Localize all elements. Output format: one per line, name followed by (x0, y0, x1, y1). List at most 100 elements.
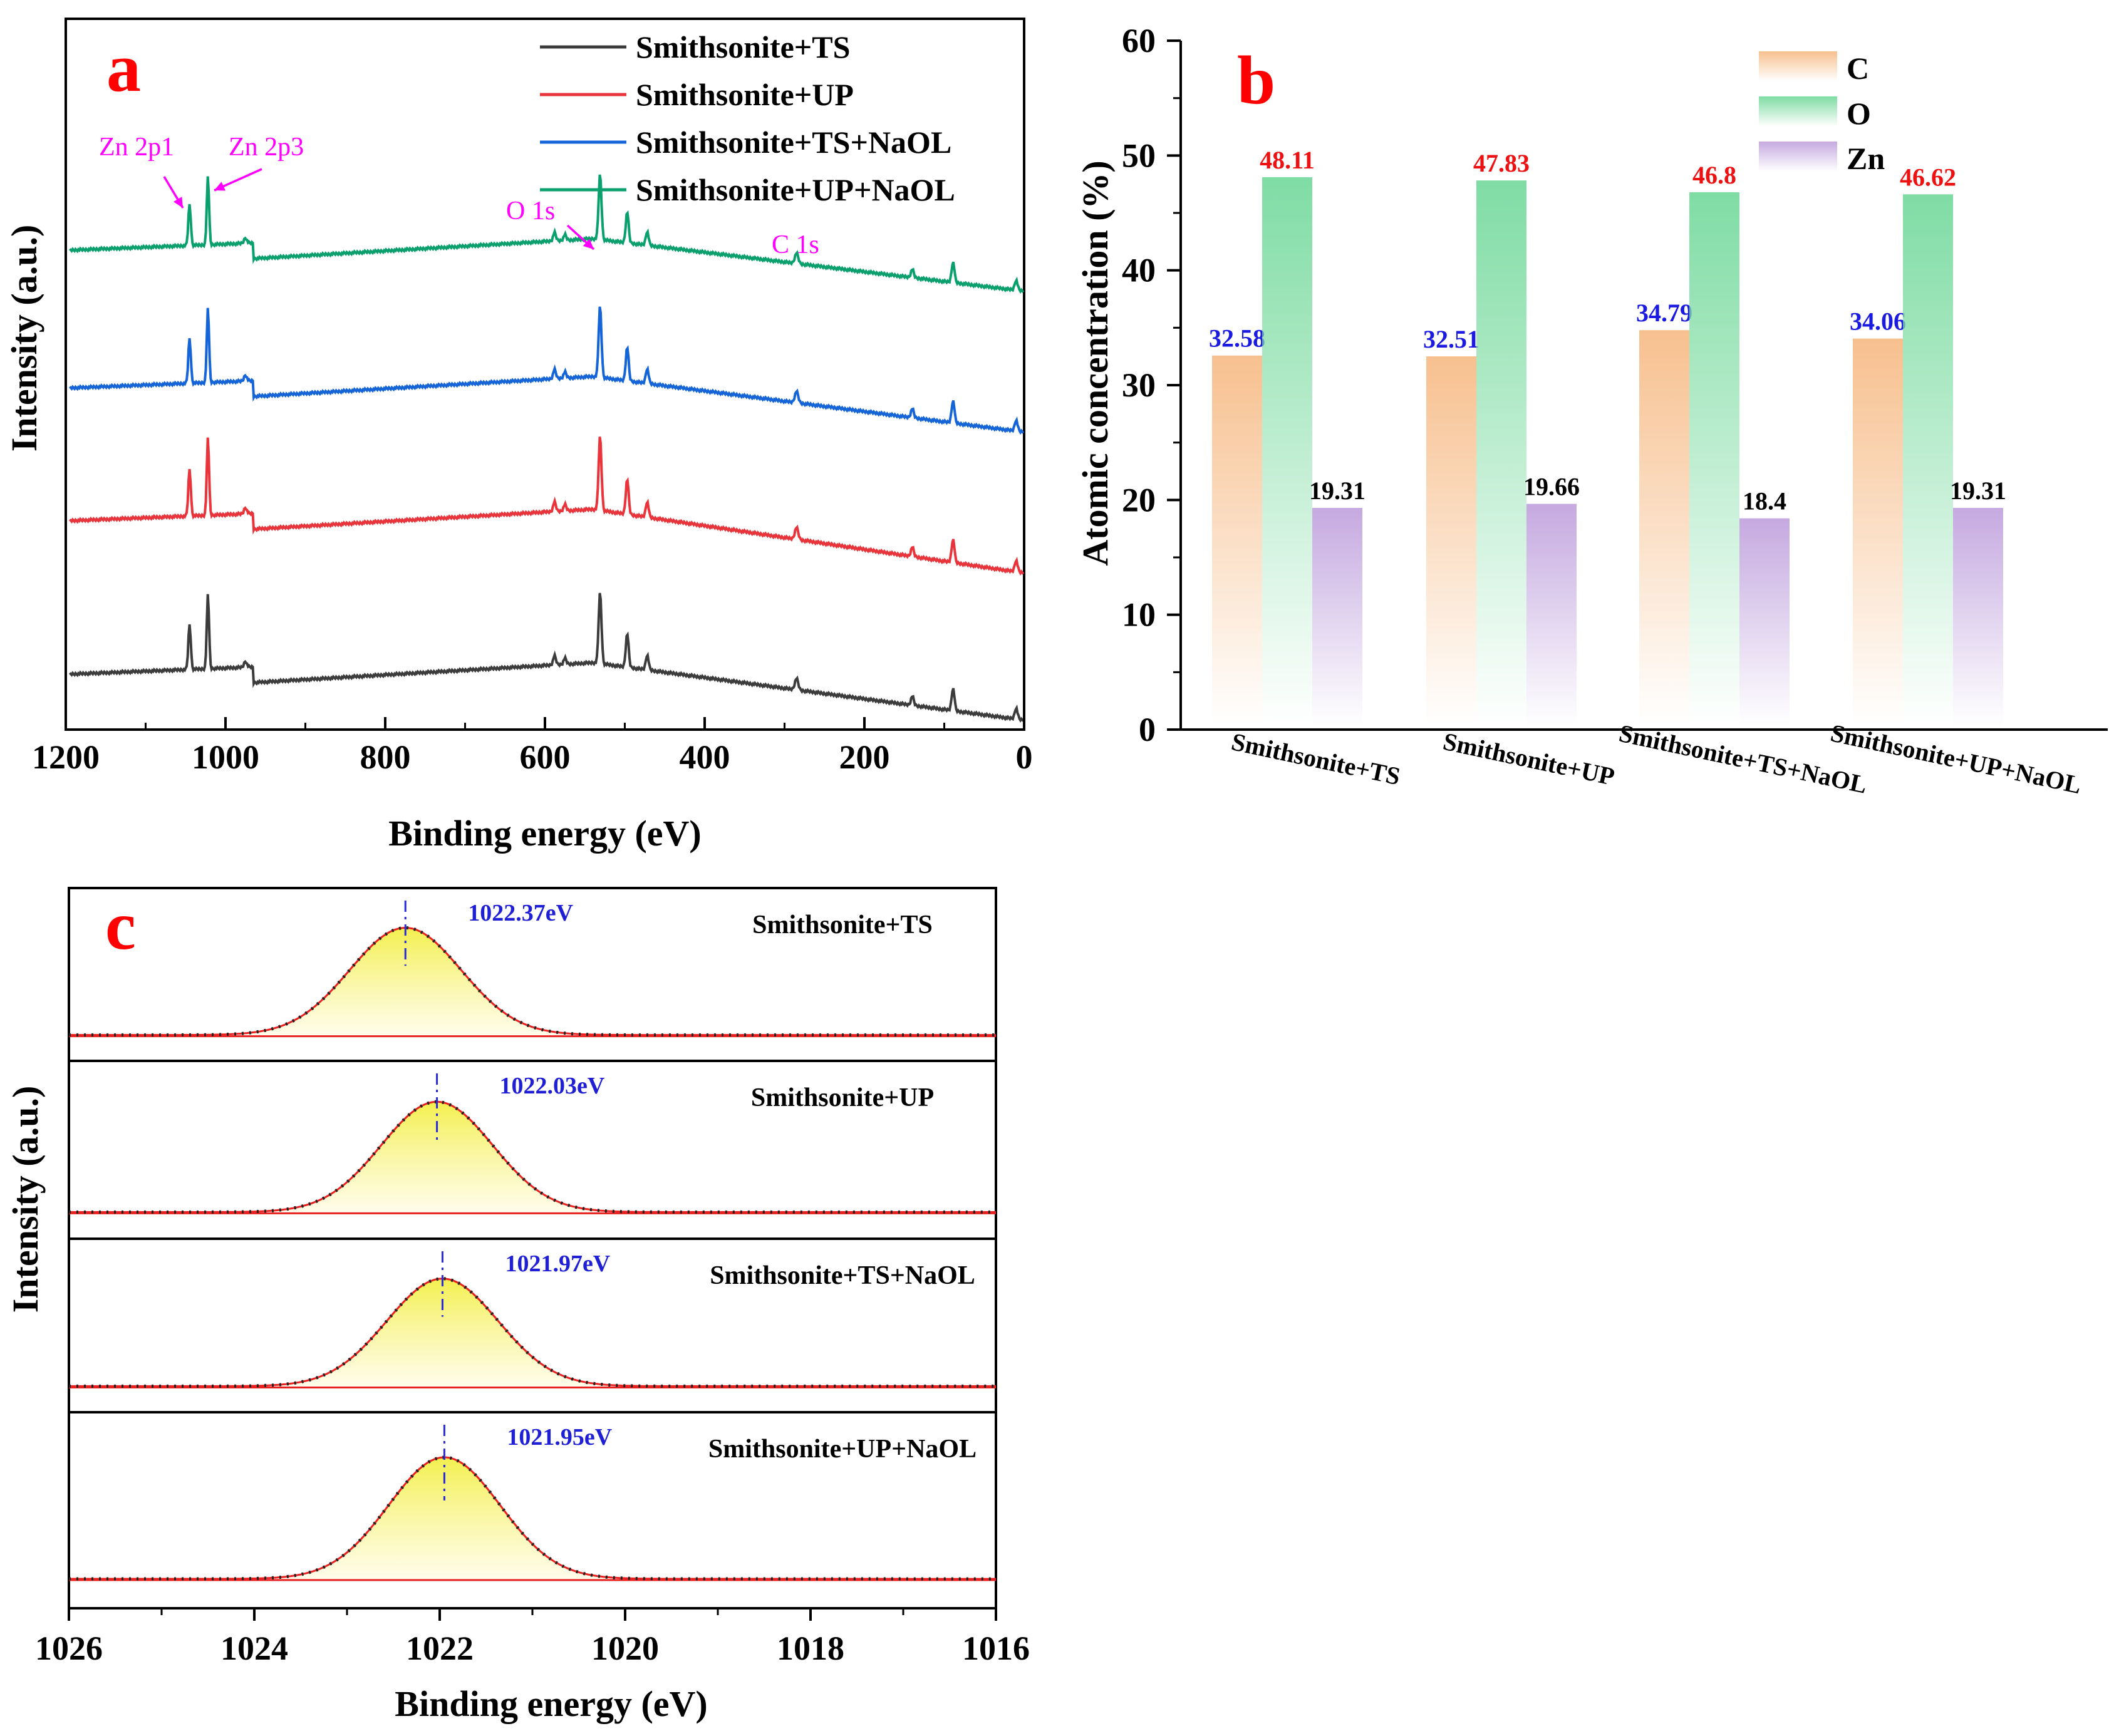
panel-a-traces (68, 174, 1025, 723)
panel-a-arrow-head (583, 239, 594, 249)
panel-b-bar-zn (1312, 507, 1362, 726)
panel-b-y-axis-title: Atomic concentration (%) (1075, 160, 1116, 566)
panel-b-y-tick-label: 10 (1122, 596, 1156, 634)
panel-b-y-ticks: 0 10 20 30 40 50 60 (1122, 22, 1181, 748)
panel-c-x-axis-title: Binding energy (eV) (395, 1683, 707, 1724)
panel-a-x-tick-label: 1200 (32, 738, 100, 776)
panel-b-bar-zn (1953, 507, 2003, 726)
panel-b-value-label: 19.66 (1523, 473, 1580, 501)
panel-b-y-tick-label: 0 (1139, 711, 1156, 748)
panel-b-bar-c (1639, 330, 1689, 726)
panel-c-x-tick-label: 1022 (406, 1630, 474, 1667)
panel-c-x-ticks: 1026 1024 1022 1020 1018 1016 (35, 1608, 1030, 1667)
panel-a-legend-label: Smithsonite+UP+NaOL (636, 172, 955, 207)
panel-c-peak-label: 1021.97eV (505, 1251, 610, 1277)
panel-a-survey-spectra: a 1200 1000 800 600 400 200 0 Binding energy (… (4, 18, 1033, 854)
panel-b-bar-c (1212, 355, 1262, 726)
panel-b-value-label: 32.51 (1423, 325, 1479, 353)
panel-c-sample-label: Smithsonite+UP (751, 1083, 934, 1112)
panel-b-value-label: 19.31 (1950, 477, 2006, 505)
panel-b-y-tick-label: 50 (1122, 137, 1156, 174)
panel-b-legend: CO Zn (1759, 51, 1885, 176)
panel-b-value-label: 34.79 (1636, 299, 1692, 327)
panel-b-value-label: 18.4 (1743, 487, 1786, 515)
panel-c-sample-label: Smithsonite+TS (752, 911, 933, 939)
panel-b-legend-swatch (1759, 96, 1837, 127)
panel-b-bar-c (1426, 356, 1476, 726)
panel-b-bar-o (1689, 192, 1739, 726)
panel-a-x-tick-label: 600 (520, 738, 571, 776)
panel-a-x-ticks: 1200 1000 800 600 400 200 0 (32, 717, 1033, 776)
panel-a-arrow-head (214, 182, 225, 191)
panel-c-peak-fill (69, 1102, 996, 1212)
panel-a-x-tick-label: 800 (360, 738, 411, 776)
panel-a-peak-label: C 1s (772, 230, 819, 259)
panel-c-peak-label: 1021.95eV (507, 1424, 612, 1450)
panel-c-raw-data (69, 926, 996, 1037)
panel-a-y-axis-title: Intensity (a.u.) (4, 225, 44, 452)
panel-c-subplots: 1022.37eV Smithsonite+TS 1022.03eV Smithson… (68, 887, 997, 1609)
panel-b-value-label: 46.8 (1692, 161, 1736, 189)
panel-a-trace-smithsonite-ts-naol (68, 306, 1025, 435)
panel-a-peak-label: O 1s (506, 197, 555, 225)
panel-a-x-tick-label: 0 (1016, 738, 1033, 776)
panel-c-peak-label: 1022.37eV (468, 900, 573, 926)
panel-b-value-label: 48.11 (1260, 146, 1315, 174)
panel-b-bars: 32.58 48.11 19.31 32.51 47.83 19.66 34.79 46.8 1… (1209, 146, 2006, 726)
panel-b-value-label: 32.58 (1209, 324, 1265, 353)
panel-b-bar-o (1903, 194, 1953, 726)
panel-c-sample-label: Smithsonite+TS+NaOL (710, 1261, 975, 1290)
panel-b-bar-c (1853, 338, 1903, 726)
panel-c-x-tick-label: 1020 (591, 1630, 659, 1667)
panel-c-fit-line (69, 927, 996, 1036)
panel-b-bar-o (1262, 177, 1312, 726)
panel-a-letter: a (106, 29, 141, 106)
panel-b-legend-label: Zn (1847, 141, 1885, 176)
panel-b-value-label: 34.06 (1850, 307, 1906, 336)
panel-a-peak-annotations: Zn 2p1 Zn 2p3 O 1s C 1s (99, 133, 819, 259)
panel-b-letter: b (1237, 42, 1275, 118)
panel-a-trace-smithsonite-up-naol (68, 174, 1025, 294)
panel-c-peak-fill (69, 927, 996, 1035)
panel-c-x-tick-label: 1018 (777, 1630, 844, 1667)
panel-c-subplot: 1022.03eV Smithsonite+UP (68, 1060, 997, 1240)
panel-b-atomic-concentration: b 0 10 20 30 40 50 60 32.58 48.11 19.31 32.51 47.8… (1075, 22, 2108, 799)
panel-a-x-tick-label: 400 (680, 738, 730, 776)
panel-c-raw-data (69, 1455, 996, 1581)
panel-b-value-label: 46.62 (1900, 163, 1956, 191)
panel-b-bar-zn (1526, 504, 1577, 726)
panel-c-fit-line (69, 1100, 996, 1213)
panel-c-y-axis-title: Intensity (a.u.) (5, 1086, 46, 1313)
panel-c-subplot: 1021.95eV Smithsonite+UP+NaOL (68, 1411, 997, 1609)
panel-c-subplot: 1021.97eV Smithsonite+TS+NaOL (68, 1237, 997, 1413)
panel-b-y-tick-label: 20 (1122, 481, 1156, 519)
panel-c-x-tick-label: 1026 (35, 1630, 103, 1667)
panel-a-legend: Smithsonite+TS Smithsonite+UP Smithsonite+… (540, 29, 955, 207)
panel-b-category-label: Smithsonite+UP (1441, 727, 1617, 791)
panel-b-bar-zn (1739, 518, 1790, 726)
panel-a-trace-smithsonite-up (68, 437, 1025, 576)
panel-c-sample-label: Smithsonite+UP+NaOL (708, 1435, 977, 1464)
panel-a-x-tick-label: 1000 (192, 738, 259, 776)
panel-a-peak-label: Zn 2p1 (99, 133, 174, 162)
panel-b-y-tick-label: 40 (1122, 252, 1156, 289)
panel-b-y-tick-label: 30 (1122, 366, 1156, 404)
panel-b-bar-o (1476, 180, 1526, 726)
panel-a-peak-label: Zn 2p3 (229, 133, 304, 162)
panel-c-peak-label: 1022.03eV (500, 1073, 605, 1099)
panel-c-letter: c (105, 887, 136, 964)
panel-c-x-tick-label: 1024 (220, 1630, 288, 1667)
panel-b-value-label: 47.83 (1473, 149, 1530, 177)
panel-a-legend-label: Smithsonite+TS+NaOL (636, 125, 951, 160)
panel-a-legend-label: Smithsonite+TS (636, 29, 850, 65)
panel-a-trace-smithsonite-ts (68, 592, 1025, 723)
panel-b-category-label: Smithsonite+TS (1229, 727, 1402, 790)
panel-b-legend-swatch (1759, 142, 1837, 172)
panel-a-arrow-head (173, 197, 183, 208)
panel-c-raw-data (69, 1277, 996, 1388)
panel-a-x-axis-title: Binding energy (eV) (388, 813, 701, 854)
panel-a-x-tick-label: 200 (839, 738, 890, 776)
panel-b-value-label: 19.31 (1309, 477, 1365, 505)
panel-b-y-tick-label: 60 (1122, 22, 1156, 59)
panel-c-subplot: 1022.37eV Smithsonite+TS (68, 887, 997, 1062)
